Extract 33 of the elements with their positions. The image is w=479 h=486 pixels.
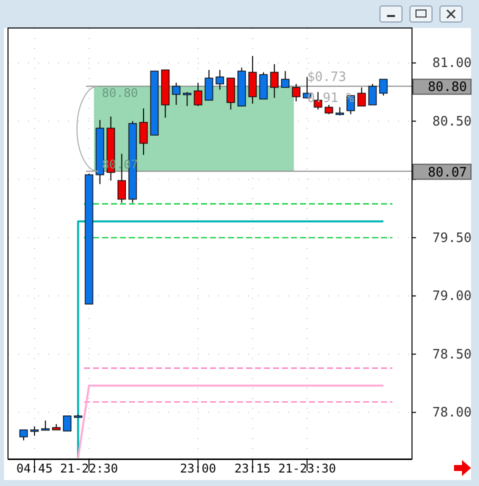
candlestick [216,69,224,90]
candlestick [182,92,192,107]
y-tick-label: 78.00 [432,406,472,421]
x-tick-label: 04:45 [16,462,53,476]
y-tick-label: 81.00 [432,56,472,72]
y-tick-label: 78.50 [432,347,472,362]
annotation: $0.73 [307,70,346,85]
annotation: 80.80 [102,86,138,100]
candlestick [41,420,50,431]
candlestick [204,69,214,101]
y-tick-label: 79.00 [432,289,472,304]
candlestick [30,426,39,436]
ref-line-label: 80.07 [428,165,467,180]
y-tick-label: 79.50 [432,230,472,246]
candlestick [281,70,290,88]
candlestick [172,82,180,106]
candlestick [194,82,202,107]
ref-line-label: 80.80 [428,80,467,96]
annotation: 80.07 [102,157,138,172]
candlestick [379,78,388,96]
candlestick [62,416,72,432]
candlestick [139,108,148,156]
x-tick-label: 21-23:30 [278,462,336,476]
candlestick [270,64,279,98]
candlestick [19,429,28,441]
candlestick [292,83,300,102]
candlestick [368,83,377,106]
candlestick [357,86,366,107]
y-tick-label: 80.50 [432,114,472,130]
x-tick-label: 21-22:30 [60,462,118,476]
candlestick [324,104,334,115]
x-tick-label: 23:00 [180,462,216,476]
x-tick-label: 23:15 [234,462,271,476]
